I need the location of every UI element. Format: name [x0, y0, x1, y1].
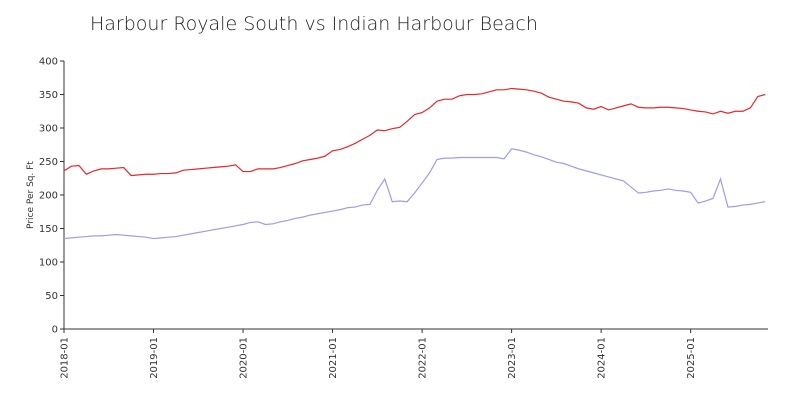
- y-tick-label: 200: [39, 191, 58, 202]
- x-tick-label: 2019-01: [149, 337, 160, 379]
- y-tick-label: 50: [45, 291, 58, 302]
- y-axis-label: Price Per Sq. Ft: [26, 161, 36, 229]
- chart-title: Harbour Royale South vs Indian Harbour B…: [90, 13, 538, 35]
- line-series: [63, 148, 766, 240]
- y-tick-label: 400: [39, 57, 58, 68]
- y-tick-label: 150: [39, 224, 58, 235]
- x-tick-label: 2018-01: [60, 337, 71, 379]
- y-tick-label: 0: [52, 325, 58, 336]
- y-tick-label: 100: [39, 258, 58, 269]
- y-tick-label: 250: [39, 157, 58, 168]
- line-series: [63, 87, 766, 177]
- x-tick-label: 2021-01: [328, 337, 339, 379]
- x-tick-label: 2020-01: [239, 337, 250, 379]
- x-tick-label: 2025-01: [686, 337, 697, 379]
- x-tick-label: 2022-01: [418, 337, 429, 379]
- y-tick-label: 300: [39, 124, 58, 135]
- x-tick-label: 2023-01: [507, 337, 518, 379]
- x-tick-label: 2024-01: [597, 337, 608, 379]
- y-tick-label: 350: [39, 90, 58, 101]
